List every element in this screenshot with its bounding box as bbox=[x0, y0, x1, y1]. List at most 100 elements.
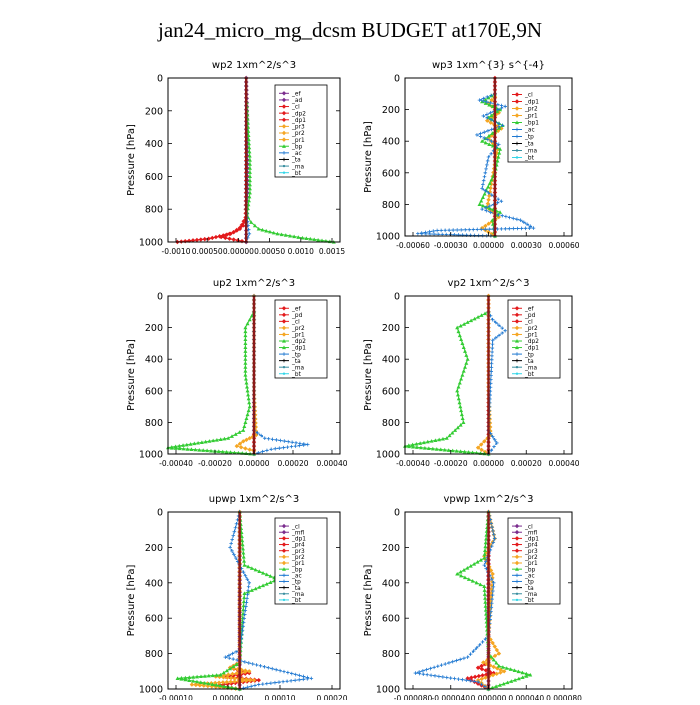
data-point bbox=[514, 554, 520, 560]
data-point bbox=[242, 591, 247, 596]
data-point bbox=[228, 675, 234, 681]
data-point bbox=[496, 197, 500, 201]
data-point bbox=[245, 596, 249, 601]
x-tick-label: -0.000080 bbox=[394, 694, 433, 700]
data-point bbox=[240, 628, 245, 633]
data-point bbox=[514, 325, 520, 331]
data-point bbox=[490, 317, 495, 322]
data-point bbox=[495, 227, 500, 231]
y-tick-label: 800 bbox=[145, 205, 163, 216]
data-point bbox=[487, 142, 492, 146]
data-point bbox=[424, 667, 429, 672]
data-point bbox=[472, 679, 476, 684]
data-point bbox=[512, 668, 517, 673]
data-point bbox=[488, 110, 493, 115]
legend-label: _dp1 bbox=[524, 537, 539, 543]
data-point bbox=[289, 671, 294, 676]
data-point bbox=[282, 598, 286, 602]
data-point bbox=[261, 682, 265, 686]
data-point bbox=[173, 444, 178, 449]
y-tick-label: 600 bbox=[382, 168, 400, 179]
data-point bbox=[497, 124, 501, 129]
y-tick-label: 400 bbox=[382, 578, 400, 589]
data-point bbox=[247, 581, 252, 585]
data-point bbox=[483, 596, 488, 600]
data-point bbox=[256, 682, 261, 687]
data-point bbox=[515, 134, 519, 139]
data-point bbox=[235, 238, 241, 243]
data-point bbox=[482, 592, 487, 596]
legend-label: _cl bbox=[524, 524, 533, 530]
data-point bbox=[462, 449, 467, 454]
y-tick-label: 1000 bbox=[139, 238, 163, 249]
data-point bbox=[249, 566, 254, 570]
data-point bbox=[187, 675, 192, 680]
data-point bbox=[432, 232, 436, 236]
y-tick-label: 1000 bbox=[376, 685, 400, 696]
y-tick-label: 400 bbox=[145, 355, 163, 366]
data-point bbox=[471, 227, 476, 232]
data-point bbox=[193, 682, 199, 688]
data-point bbox=[416, 231, 420, 236]
data-point bbox=[507, 215, 512, 220]
data-point bbox=[514, 106, 520, 111]
data-point bbox=[490, 571, 495, 577]
legend-label: _ta bbox=[291, 586, 301, 592]
data-point bbox=[489, 601, 494, 606]
data-point bbox=[282, 345, 286, 350]
chart-panel: upwp 1xm^2/s^3 Pressure [hPa] 0 200 400 600 80… bbox=[126, 494, 348, 703]
data-point bbox=[514, 536, 520, 541]
data-point bbox=[214, 673, 219, 677]
data-point bbox=[218, 437, 223, 441]
data-point bbox=[476, 673, 482, 679]
data-point bbox=[447, 228, 451, 232]
data-point bbox=[456, 396, 461, 401]
data-point bbox=[489, 113, 494, 118]
data-point bbox=[242, 616, 246, 621]
data-point bbox=[246, 564, 251, 569]
data-point bbox=[464, 678, 469, 683]
data-point bbox=[490, 434, 495, 439]
data-point bbox=[515, 585, 519, 590]
data-point bbox=[173, 446, 178, 450]
legend-label: _ma bbox=[291, 592, 305, 598]
y-tick-label: 600 bbox=[382, 386, 400, 397]
data-point bbox=[246, 661, 251, 665]
data-point bbox=[234, 443, 239, 449]
data-point bbox=[476, 680, 480, 684]
data-point bbox=[226, 436, 231, 440]
data-point bbox=[433, 438, 438, 442]
data-point bbox=[514, 312, 520, 318]
data-point bbox=[432, 665, 436, 670]
data-point bbox=[490, 218, 495, 222]
data-point bbox=[468, 233, 473, 238]
data-point bbox=[252, 223, 257, 228]
data-point bbox=[243, 325, 248, 330]
data-point bbox=[504, 214, 508, 219]
data-point bbox=[282, 339, 286, 343]
legend-box bbox=[274, 517, 328, 605]
x-tick-label: 0.000000 bbox=[471, 694, 507, 700]
data-point bbox=[281, 319, 287, 324]
data-point bbox=[465, 320, 470, 324]
data-point bbox=[227, 236, 232, 241]
data-point bbox=[489, 583, 495, 588]
data-point bbox=[281, 312, 287, 318]
legend: _cl_dp1_pr2_pr1_bp1_ac_tp_ta_ma_bt bbox=[507, 85, 561, 163]
data-point bbox=[264, 581, 269, 586]
data-point bbox=[223, 233, 228, 238]
data-point bbox=[439, 228, 443, 233]
data-point bbox=[194, 237, 200, 243]
legend-label: _pr1 bbox=[524, 561, 538, 567]
data-point bbox=[488, 101, 493, 105]
data-point bbox=[515, 372, 519, 375]
data-point bbox=[265, 448, 269, 453]
data-point bbox=[487, 204, 492, 208]
data-point bbox=[491, 529, 495, 533]
data-point bbox=[290, 440, 294, 445]
data-point bbox=[457, 400, 462, 405]
data-point bbox=[485, 95, 490, 99]
data-point bbox=[455, 392, 460, 397]
data-point bbox=[270, 666, 275, 671]
data-point bbox=[455, 388, 460, 393]
